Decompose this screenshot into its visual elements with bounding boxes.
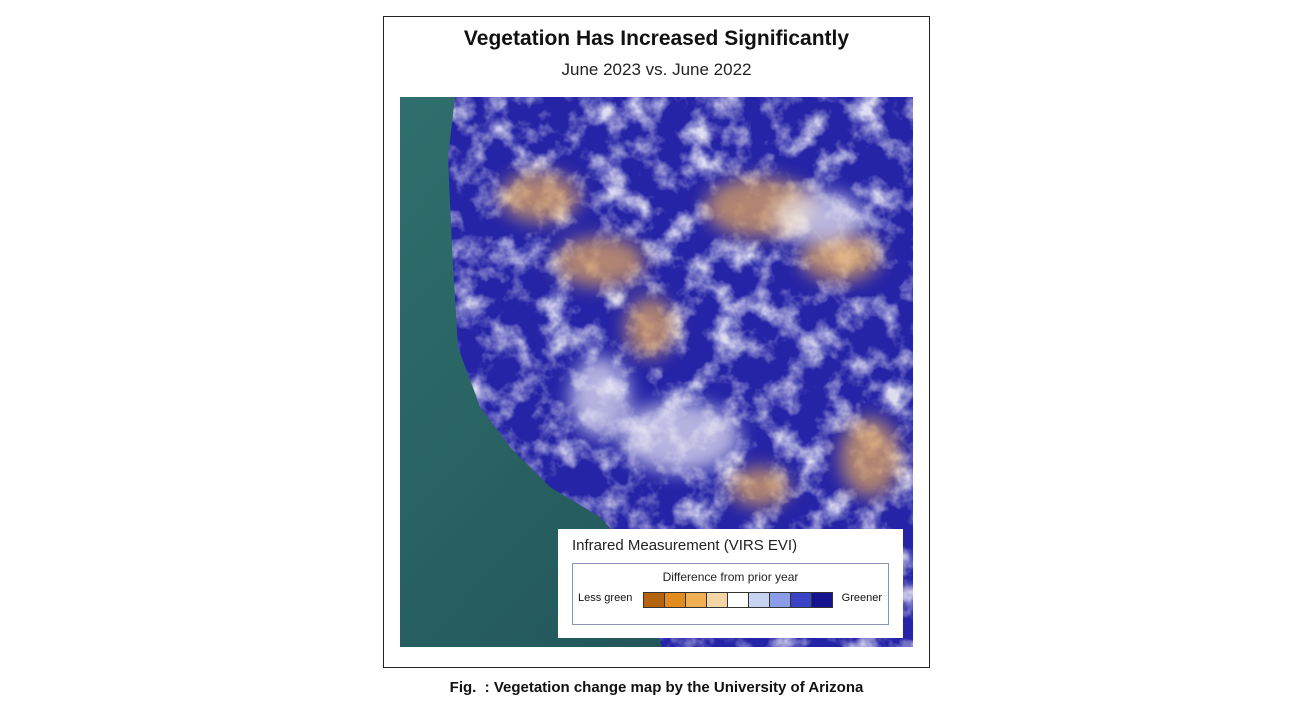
low-label: Less green: [578, 592, 633, 604]
caption: Fig. : Vegetation change map by the Univ…: [449, 679, 864, 696]
title: Vegetation Has Increased Significantly: [463, 27, 850, 50]
legend: Infrared Measurement (VIRS EVI) Differen…: [558, 529, 903, 638]
high-label: Greener: [841, 592, 882, 604]
subtitle: June 2023 vs. June 2022: [561, 60, 752, 79]
map: [400, 97, 913, 647]
legend-scale: Difference from prior year Less green Gr…: [572, 563, 889, 625]
figure-frame: Vegetation Has Increased Significantly J…: [383, 16, 930, 668]
legend-title: Infrared Measurement (VIRS EVI): [572, 537, 798, 554]
color-scale: [643, 592, 833, 608]
legend-subtitle: Difference from prior year: [662, 570, 799, 584]
